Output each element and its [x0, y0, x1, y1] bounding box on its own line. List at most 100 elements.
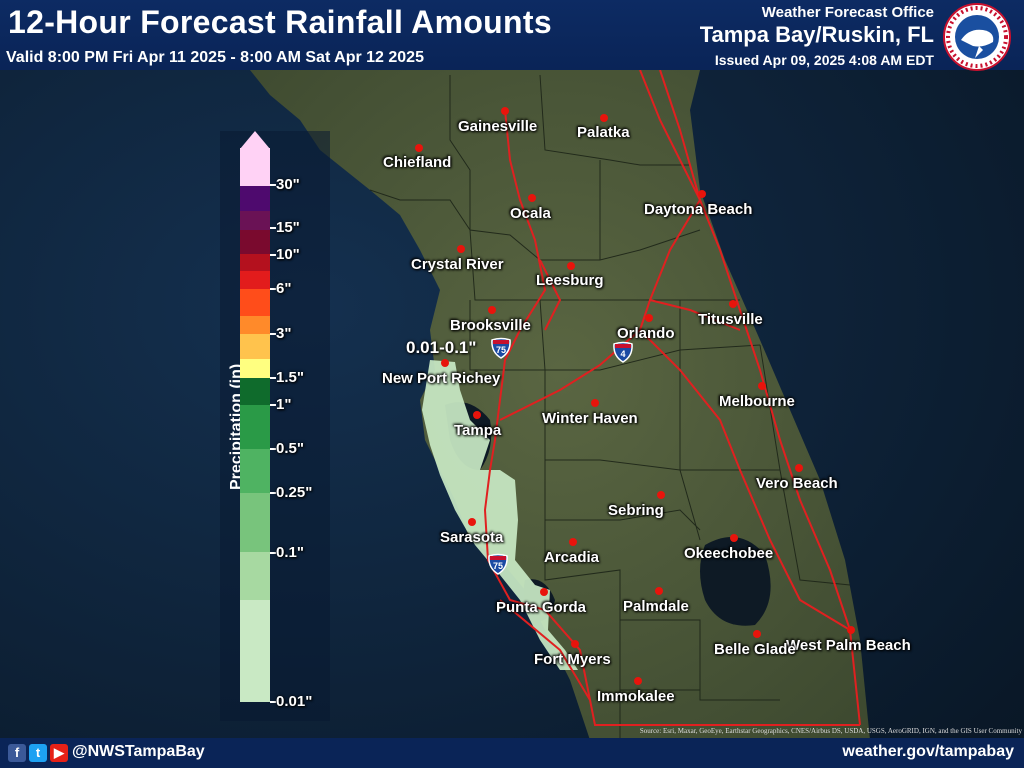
city-dot — [501, 107, 509, 115]
city-label: Tampa — [454, 422, 502, 439]
interstate-roads — [483, 69, 861, 726]
city-dot — [655, 587, 663, 595]
city-dot — [657, 491, 665, 499]
city-dot — [758, 382, 766, 390]
legend-tick-mark — [270, 701, 276, 703]
city-dot — [795, 464, 803, 472]
nws-logo — [943, 3, 1011, 71]
header-bar — [0, 0, 1024, 70]
city-dot — [457, 245, 465, 253]
legend-tick-label: 0.01" — [276, 693, 313, 710]
legend-swatch — [240, 334, 270, 359]
city-dot — [571, 640, 579, 648]
city-label: Crystal River — [411, 256, 504, 273]
facebook-icon[interactable]: f — [8, 744, 26, 762]
twitter-icon[interactable]: t — [29, 744, 47, 762]
city-label: Sarasota — [440, 529, 504, 546]
city-dot — [753, 630, 761, 638]
city-label: Vero Beach — [756, 475, 838, 492]
footer-bar — [0, 738, 1024, 768]
legend-tick-label: 0.5" — [276, 440, 304, 457]
legend-swatch — [240, 359, 270, 378]
legend-swatch — [240, 449, 270, 493]
interstate-shield-icon: 75 — [488, 553, 508, 575]
website-link[interactable]: weather.gov/tampabay — [842, 743, 1014, 760]
city-label: Brooksville — [450, 317, 531, 334]
social-handle[interactable]: @NWSTampaBay — [72, 743, 205, 760]
legend-panel — [220, 131, 330, 721]
shield-number: 75 — [493, 561, 503, 571]
city-dot — [488, 306, 496, 314]
legend-tick-label: 0.25" — [276, 484, 313, 501]
shield-number: 4 — [620, 349, 625, 359]
city-dot — [415, 144, 423, 152]
city-dot — [698, 190, 706, 198]
city-label: Daytona Beach — [644, 201, 753, 218]
city-label: West Palm Beach — [786, 637, 911, 654]
legend-swatch — [240, 378, 270, 405]
legend-tick-label: 6" — [276, 280, 292, 297]
city-dot — [729, 300, 737, 308]
office-label: Weather Forecast Office — [761, 4, 934, 21]
legend-tick-mark — [270, 377, 276, 379]
city-label: Winter Haven — [542, 410, 638, 427]
city-label: Belle Glade — [714, 641, 796, 658]
city-dot — [468, 518, 476, 526]
legend-tick-label: 15" — [276, 219, 300, 236]
city-dot — [567, 262, 575, 270]
city-label: Okeechobee — [684, 545, 774, 562]
city-label: Palmdale — [623, 598, 689, 615]
city-label: New Port Richey — [382, 370, 501, 387]
city-label: Titusville — [698, 311, 763, 328]
legend-swatch — [240, 148, 270, 186]
legend-tick-mark — [270, 492, 276, 494]
legend-tick-label: 30" — [276, 176, 300, 193]
city-dot — [591, 399, 599, 407]
office-name: Tampa Bay/Ruskin, FL — [699, 22, 934, 47]
legend-tick-mark — [270, 227, 276, 229]
legend-swatch — [240, 600, 270, 702]
county-lines — [369, 74, 851, 740]
legend-tick-mark — [270, 254, 276, 256]
city-label: Immokalee — [597, 688, 675, 705]
legend-swatch — [240, 316, 270, 334]
youtube-icon[interactable]: ▶ — [50, 744, 68, 762]
city-dot — [528, 194, 536, 202]
city-dot — [569, 538, 577, 546]
city-label: Palatka — [577, 124, 630, 141]
legend-swatch — [240, 254, 270, 271]
city-label: Arcadia — [544, 549, 600, 566]
legend-tick-mark — [270, 184, 276, 186]
legend-tick-mark — [270, 552, 276, 554]
legend-swatch — [240, 186, 270, 211]
page-title: 12-Hour Forecast Rainfall Amounts — [8, 4, 552, 40]
city-label: Orlando — [617, 325, 675, 342]
city-label: Leesburg — [536, 272, 604, 289]
city-dot — [600, 114, 608, 122]
legend-swatch — [240, 552, 270, 600]
city-label: Chiefland — [383, 154, 452, 171]
city-dot — [634, 677, 642, 685]
rain-area-0.01-0.1 — [422, 360, 578, 670]
legend-tick-label: 3" — [276, 325, 292, 342]
interstate-shield-icon: 75 — [491, 337, 511, 359]
legend-tick-label: 1" — [276, 396, 292, 413]
rainfall-amount-label: 0.01-0.1" — [406, 338, 477, 357]
interstate-shield-icon: 4 — [613, 341, 633, 363]
legend-tick-label: 10" — [276, 246, 300, 263]
shield-number: 75 — [496, 345, 506, 355]
city-label: Fort Myers — [534, 651, 611, 668]
legend-tick-mark — [270, 404, 276, 406]
city-dot — [540, 588, 548, 596]
legend-arrow — [240, 131, 270, 149]
legend-tick-label: 1.5" — [276, 369, 304, 386]
legend-swatch — [240, 289, 270, 316]
legend-tick-mark — [270, 288, 276, 290]
city-label: Melbourne — [719, 393, 795, 410]
legend-swatch — [240, 211, 270, 230]
issued-time: Issued Apr 09, 2025 4:08 AM EDT — [714, 52, 934, 68]
city-dot — [441, 359, 449, 367]
city-dot — [730, 534, 738, 542]
